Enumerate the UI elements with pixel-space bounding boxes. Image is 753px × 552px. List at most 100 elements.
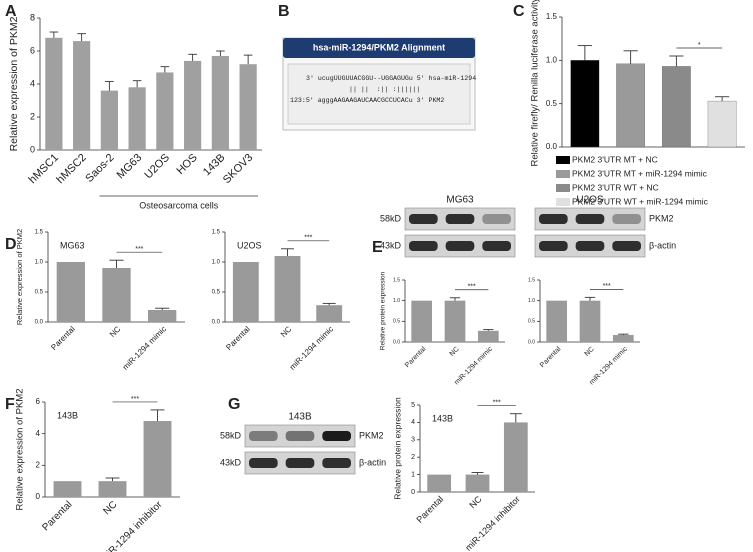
bar (478, 330, 499, 342)
significance-label: *** (603, 283, 611, 290)
blot-band (539, 214, 568, 224)
blot-band (612, 214, 641, 224)
bar (100, 90, 118, 150)
bar (662, 66, 691, 148)
blot-band (445, 214, 475, 224)
panel-letter: C (513, 3, 525, 20)
x-tick-label: Parental (539, 345, 563, 369)
bar (503, 422, 528, 492)
blot-band (285, 431, 315, 441)
y-tick-label: 1.5 (393, 277, 400, 283)
bar (427, 474, 452, 492)
x-tick-label: NC (101, 499, 119, 517)
y-tick-label: 4 (36, 429, 41, 438)
blot-band (409, 241, 438, 251)
bar (128, 87, 146, 150)
y-axis-label: Relative protein expression (380, 271, 387, 350)
bar (570, 60, 600, 148)
blot-band (575, 214, 605, 224)
y-tick-label: 3 (411, 437, 415, 444)
y-tick-label: 0.5 (35, 290, 44, 296)
panel-letter: G (228, 396, 240, 413)
alignment-body (287, 63, 471, 125)
bar (546, 300, 567, 342)
blot-protein-label: PKM2 (649, 213, 674, 223)
blot-title: MG63 (446, 195, 474, 206)
y-axis-label: Relative expression of PKM2 (15, 389, 26, 511)
x-tick-label: hMSC2 (54, 152, 88, 186)
alignment-line: 123:5' agggAAGAAGAUCAACGCCUCACu 3' PKM2 (290, 97, 444, 104)
blot-band (322, 458, 351, 468)
legend-swatch (556, 156, 570, 164)
bar (98, 481, 127, 497)
blot-band (539, 241, 568, 251)
x-tick-label: Parental (224, 324, 252, 352)
y-tick-label: 0 (30, 144, 35, 154)
bar (143, 421, 172, 497)
bar (616, 63, 645, 148)
bar (274, 256, 301, 322)
blot-band (322, 431, 351, 441)
legend-label: PKM2 3'UTR WT + NC (572, 182, 659, 192)
y-tick-label: 0 (411, 489, 415, 496)
x-tick-label: Parental (49, 324, 77, 352)
y-tick-label: 1.0 (393, 298, 400, 304)
blot-band (482, 214, 511, 224)
panel-letter: D (5, 236, 17, 253)
panel-letter: E (372, 239, 383, 256)
bar (56, 262, 85, 322)
blot-size-label: 43kD (380, 240, 402, 250)
bar (465, 474, 490, 492)
bar (232, 262, 259, 322)
y-tick-label: 8 (30, 12, 35, 22)
y-tick-label: 6 (36, 397, 41, 406)
y-tick-label: 0.0 (393, 339, 400, 345)
x-tick-label: Saos-2 (83, 152, 116, 185)
x-tick-label: HOS (174, 152, 199, 177)
blot-protein-label: β-actin (649, 240, 676, 250)
blot-band (482, 241, 511, 251)
y-axis-label: Relative expression of PKM2 (8, 16, 20, 151)
legend-label: PKM2 3'UTR MT + miR-1294 mimic (572, 168, 708, 178)
legend-swatch (556, 198, 570, 206)
bar (613, 334, 634, 342)
bar (156, 72, 174, 150)
blot-band (285, 458, 315, 468)
y-tick-label: 1.0 (546, 55, 558, 64)
y-tick-label: 4 (411, 419, 415, 426)
x-tick-label: NC (467, 494, 484, 511)
blot-band (445, 241, 475, 251)
y-tick-label: 5 (411, 402, 415, 409)
bar (184, 60, 202, 150)
y-tick-label: 0.5 (546, 99, 558, 108)
bar (102, 268, 131, 322)
y-tick-label: 0.0 (35, 320, 44, 326)
significance-label: *** (493, 400, 501, 407)
x-tick-label: NC (449, 346, 461, 358)
y-tick-label: 1 (411, 471, 415, 478)
panel-letter: B (278, 3, 290, 20)
blot-size-label: 58kD (380, 213, 402, 223)
bar (444, 300, 466, 342)
legend-swatch (556, 184, 570, 192)
y-tick-label: 1.5 (546, 12, 558, 21)
y-tick-label: 2 (30, 111, 35, 121)
x-tick-label: NC (279, 324, 294, 339)
y-tick-label: 6 (30, 45, 35, 55)
blot-band (249, 431, 278, 441)
y-tick-label: 1.5 (212, 230, 221, 236)
blot-band (249, 458, 278, 468)
bar (239, 64, 257, 150)
x-tick-label: U2OS (142, 152, 172, 182)
y-tick-label: 0.5 (212, 290, 221, 296)
y-tick-label: 1.0 (528, 298, 535, 304)
panel-letter: F (5, 396, 15, 413)
y-tick-label: 1.5 (35, 230, 44, 236)
x-tick-label: Parental (404, 345, 428, 369)
legend-swatch (556, 170, 570, 178)
blot-protein-label: β-actin (359, 457, 386, 467)
bar (411, 300, 432, 342)
chart-title: 143B (57, 410, 78, 420)
x-tick-label: NC (108, 324, 123, 339)
y-tick-label: 1.0 (212, 260, 221, 266)
